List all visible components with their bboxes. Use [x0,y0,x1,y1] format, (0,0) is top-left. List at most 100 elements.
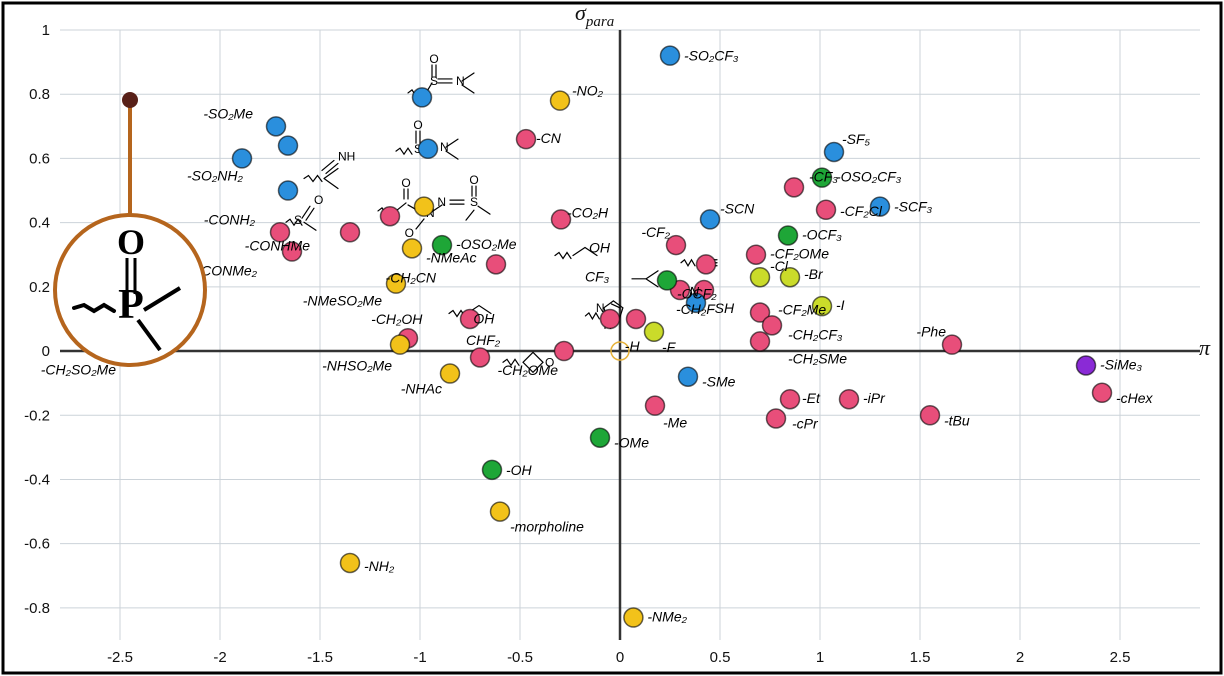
zero-axes [60,30,1200,640]
svg-text:O: O [429,52,438,66]
x-tick-label: 2.5 [1110,649,1131,666]
data-point[interactable] [825,143,844,162]
data-point[interactable] [415,197,434,216]
point-label: -NHSO₂Me [322,358,392,374]
data-point[interactable] [279,136,298,155]
data-point[interactable] [517,130,536,149]
point-label: -SCN [720,200,755,216]
point-label: -tBu [944,412,970,428]
y-tick-label: 0.4 [29,215,50,232]
data-point[interactable] [751,332,770,351]
point-label: -cPr [792,415,819,431]
data-point[interactable] [403,239,422,258]
data-point[interactable] [781,390,800,409]
data-point[interactable] [645,322,664,341]
point-label: -NO₂ [572,83,604,99]
point-label: -SO₂NH₂ [187,167,243,183]
x-tick-label: 0.5 [710,649,731,666]
data-point[interactable] [785,178,804,197]
data-point[interactable] [661,46,680,65]
y-tick-label: -0.2 [24,407,50,424]
svg-text:O: O [314,193,323,207]
data-point[interactable] [591,428,610,447]
extra-label: OH [589,239,611,255]
extra-label: -CH₂F [676,301,716,317]
data-point[interactable] [491,502,510,521]
extra-label: CF₃ [585,268,610,284]
data-point[interactable] [679,367,698,386]
x-tick-label: -2 [213,649,226,666]
point-label: -CONHMe [245,237,311,253]
point-label: -NH₂ [364,558,395,574]
point-label: -I [836,297,845,313]
y-tick-label: 0 [42,343,50,360]
data-point[interactable] [747,245,766,264]
point-label: -CH₂OMe [497,362,558,378]
data-point[interactable] [551,91,570,110]
data-point[interactable] [840,390,859,409]
point-label: -CF₂Me [778,302,826,318]
point-label: -morpholine [510,519,584,535]
inset-structure: OP [55,92,205,365]
data-point[interactable] [233,149,252,168]
svg-text:S: S [294,213,302,227]
data-point[interactable] [767,409,786,428]
point-label: -F [662,339,677,355]
x-tick-label: 1.5 [910,649,931,666]
data-point[interactable] [779,226,798,245]
point-label: -CF₂Cl [840,203,883,219]
point-label: -OSO₂CF₃ [836,169,902,185]
y-tick-label: 1 [42,22,50,39]
data-point[interactable] [341,553,360,572]
data-point[interactable] [658,271,677,290]
point-labels: -CH₂SO₂Me-CONH₂-CONMe₂-CONHMe-CH₂CN-CO₂H… [41,48,1154,625]
data-point[interactable] [697,255,716,274]
point-label: -Br [804,266,824,282]
point-label: -SCF₃ [894,199,933,215]
data-point[interactable] [471,348,490,367]
data-point[interactable] [279,181,298,200]
point-label: -CH₂SMe [788,350,847,366]
data-point[interactable] [763,316,782,335]
data-point[interactable] [921,406,940,425]
data-point[interactable] [624,608,643,627]
data-point[interactable] [1093,383,1112,402]
grid [60,30,1200,640]
data-point[interactable] [701,210,720,229]
x-tick-label: -0.5 [507,649,533,666]
svg-text:O: O [405,226,414,240]
svg-text:O: O [469,173,478,187]
data-point[interactable] [341,223,360,242]
point-label: -cHex [1116,390,1154,406]
data-point[interactable] [1077,356,1096,375]
data-point[interactable] [441,364,460,383]
x-tick-label: 1 [816,649,824,666]
data-point[interactable] [413,88,432,107]
data-point[interactable] [483,460,502,479]
point-label: -OMe [614,435,649,451]
scatter-chart: -2.5-2-1.5-1-0.500.511.522.5-0.8-0.6-0.4… [0,0,1224,676]
markers [111,46,1112,627]
svg-text:O: O [413,118,422,132]
data-point[interactable] [555,342,574,361]
data-point[interactable] [751,268,770,287]
y-tick-label: -0.6 [24,536,50,553]
point-label: -OH [506,462,533,478]
x-tick-label: -1 [413,649,426,666]
data-point[interactable] [419,139,438,158]
data-point[interactable] [487,255,506,274]
data-point[interactable] [381,207,400,226]
point-label: -SF₅ [842,131,871,147]
data-point[interactable] [391,335,410,354]
data-point[interactable] [267,117,286,136]
svg-text:O: O [401,176,410,190]
data-point[interactable] [627,309,646,328]
data-point[interactable] [646,396,665,415]
svg-text:NH: NH [338,149,355,163]
data-point[interactable] [601,309,620,328]
x-tick-label: -1.5 [307,649,333,666]
data-point[interactable] [817,200,836,219]
point-label: -NMeSO₂Me [303,293,382,309]
y-tick-label: -0.4 [24,471,50,488]
point-label: -CO₂H [567,204,609,220]
